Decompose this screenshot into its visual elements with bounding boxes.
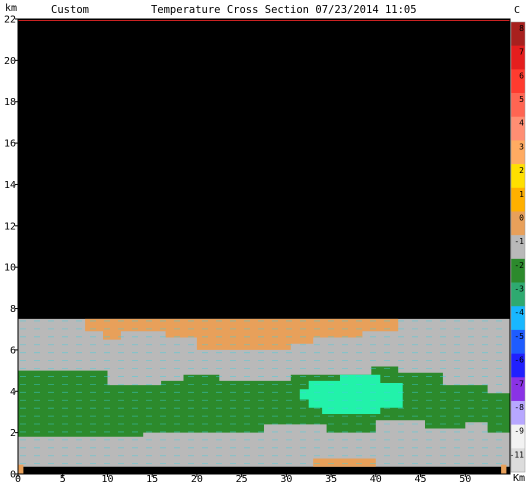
- colorbar-label: 1: [519, 190, 524, 199]
- colorbar-label: 7: [519, 48, 524, 57]
- y-tick-label: 20: [4, 56, 16, 67]
- colorbar-swatch: [511, 140, 525, 165]
- x-tick-label: 25: [236, 474, 248, 483]
- colorbar-label: -3: [514, 285, 524, 294]
- colorbar-label: 4: [519, 119, 524, 128]
- colorbar-label: -8: [514, 403, 524, 412]
- y-tick-label: 22: [4, 15, 16, 26]
- colorbar-swatch: [511, 211, 525, 236]
- flow-arrows-layer: [20, 320, 507, 465]
- colorbar-swatch: [511, 306, 525, 331]
- colorbar-frame: [510, 21, 526, 473]
- y-axis-label: km: [5, 3, 17, 14]
- x-tick-label: 15: [146, 474, 158, 483]
- chart-title: Temperature Cross Section: [151, 4, 309, 16]
- colorbar-swatch: [511, 187, 525, 212]
- chart-timestamp: 07/23/2014 11:05: [315, 4, 416, 16]
- colorbar-swatch: [511, 448, 525, 473]
- chart-subtitle: Custom: [51, 4, 89, 16]
- regions-layer: [18, 318, 510, 474]
- colorbar-swatch: [511, 258, 525, 283]
- colorbar-swatch: [511, 424, 525, 449]
- colorbar-label: -5: [514, 332, 524, 341]
- x-axis-label: Km: [513, 473, 525, 483]
- region-0-c-3: [501, 464, 507, 474]
- colorbar-swatch: [511, 22, 525, 46]
- colorbar-label: 6: [519, 71, 524, 80]
- colorbar-label: 5: [519, 95, 524, 104]
- colorbar-label: -6: [514, 356, 524, 365]
- colorbar-label: 8: [519, 24, 524, 33]
- x-tick-label: 10: [101, 474, 113, 483]
- y-tick-label: 14: [4, 180, 16, 191]
- colorbar-swatch: [511, 353, 525, 378]
- colorbar-swatch: [511, 69, 525, 94]
- colorbar-swatch: [511, 45, 525, 70]
- colorbar-label: -11: [510, 450, 525, 459]
- y-tick-label: 0: [10, 470, 16, 481]
- x-tick-label: 40: [370, 474, 382, 483]
- colorbar-swatch: [511, 400, 525, 425]
- colorbar-swatch: [511, 282, 525, 307]
- colorbar-label: -7: [514, 379, 524, 388]
- colorbar-swatch: [511, 93, 525, 118]
- colorbar-label: -4: [514, 308, 524, 317]
- colorbar-swatch: [511, 235, 525, 260]
- y-tick-label: 12: [4, 221, 16, 232]
- colorbar-label: -2: [514, 261, 524, 270]
- x-tick-label: 20: [191, 474, 203, 483]
- colorbar-swatch: [511, 116, 525, 141]
- y-tick-label: 6: [10, 345, 16, 356]
- y-tick-label: 8: [10, 304, 16, 315]
- y-tick-label: 10: [4, 263, 16, 274]
- x-tick-label: 50: [459, 474, 471, 483]
- colorbar-label: -1: [514, 237, 524, 246]
- x-tick-label: 35: [325, 474, 337, 483]
- x-tick-label: 5: [60, 474, 66, 483]
- y-tick-label: 18: [4, 97, 16, 108]
- colorbar-label: 0: [519, 213, 524, 222]
- y-tick-label: 4: [10, 387, 16, 398]
- colorbar-unit-label: C: [514, 5, 520, 16]
- colorbar-swatch: [511, 377, 525, 402]
- colorbar-label: -9: [514, 427, 524, 436]
- region--3-c-0: [299, 374, 403, 414]
- plot-frame: [17, 18, 511, 475]
- x-tick-label: 45: [415, 474, 427, 483]
- colorbar-label: 2: [519, 166, 524, 175]
- y-tick-label: 2: [10, 428, 16, 439]
- x-tick-label: 0: [15, 474, 21, 483]
- colorbar-swatch: [511, 164, 525, 189]
- y-axis: 0 2 4 6 8 10 12 14 16 18 20 22: [4, 15, 18, 481]
- region-0-c-2: [18, 464, 24, 474]
- colorbar-swatch: [511, 329, 525, 354]
- colorbar: 8 7 6 5 4 3 2 1 0 -1 -2 -3 -4 -5 -6 -7 -8 -9 -11: [510, 21, 526, 473]
- x-tick-label: 30: [280, 474, 292, 483]
- region-0-c-0: [85, 318, 399, 350]
- colorbar-label: 3: [519, 142, 524, 151]
- y-tick-label: 16: [4, 139, 16, 150]
- x-axis: 0 5 10 15 20 25 30 35 40 45 50: [15, 474, 471, 483]
- region-0-c-1: [313, 458, 376, 467]
